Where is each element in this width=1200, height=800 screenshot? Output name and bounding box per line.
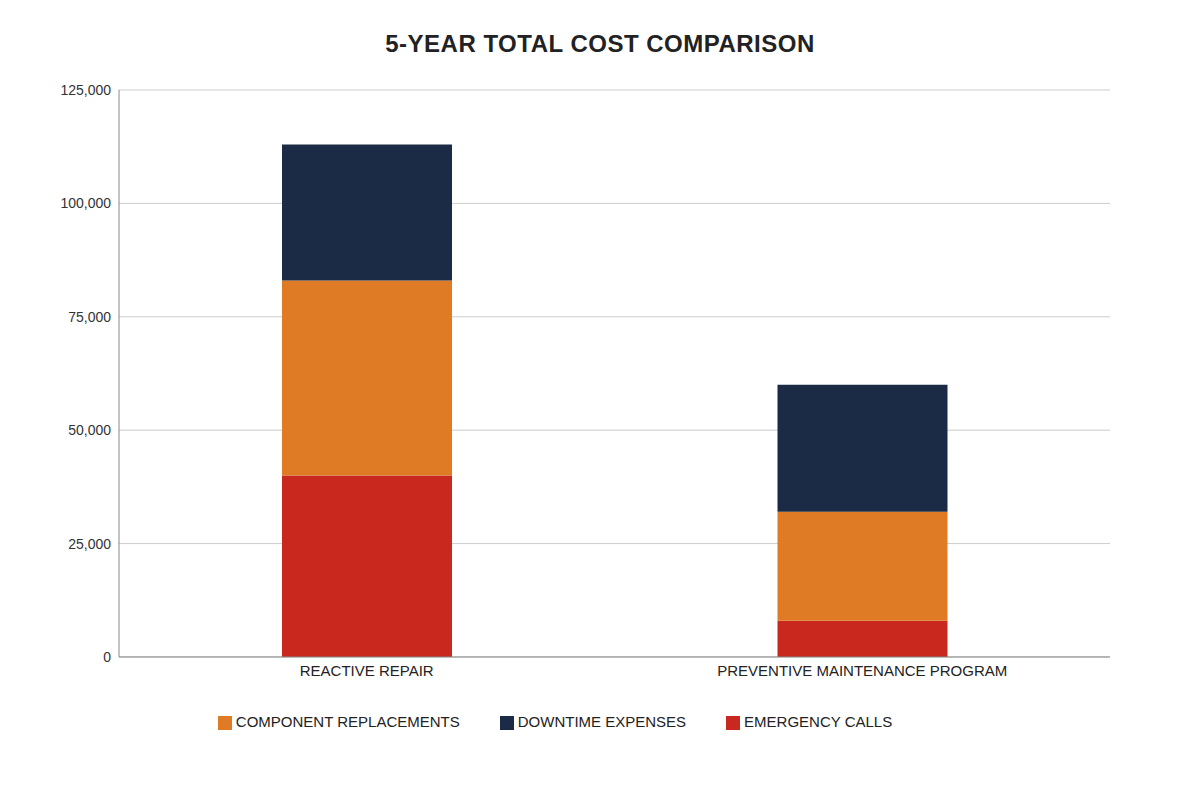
svg-text:100,000: 100,000 <box>60 195 111 211</box>
svg-text:75,000: 75,000 <box>68 309 111 325</box>
svg-text:REACTIVE REPAIR: REACTIVE REPAIR <box>300 662 434 679</box>
svg-text:0: 0 <box>103 649 111 665</box>
html-text:EMERGENCY CALLS: EMERGENCY CALLS <box>744 713 893 730</box>
html-text:DOWNTIME EXPENSES: DOWNTIME EXPENSES <box>517 713 687 730</box>
html-text:COMPONENT REPLACEMENTS: COMPONENT REPLACEMENTS <box>235 713 460 730</box>
svg-text:25,000: 25,000 <box>68 536 111 552</box>
svg-text:PREVENTIVE MAINTENANCE PROGRAM: PREVENTIVE MAINTENANCE PROGRAM <box>717 662 1007 679</box>
svg-text:125,000: 125,000 <box>60 82 111 98</box>
svg-text:50,000: 50,000 <box>68 422 111 438</box>
html-text:5-YEAR TOTAL COST COMPARISON: 5-YEAR TOTAL COST COMPARISON <box>385 30 815 57</box>
